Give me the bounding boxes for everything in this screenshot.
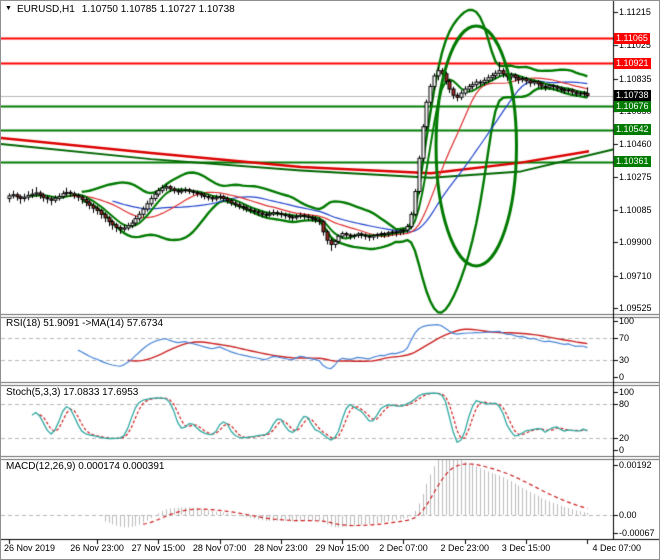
dropdown-arrow-icon: ▼ xyxy=(5,5,12,12)
time-axis-label: 4 Dec 07:00 xyxy=(592,543,641,553)
price-axis-label: 1.09525 xyxy=(619,303,652,313)
price-line-badge: 1.10921 xyxy=(614,57,651,69)
macd-panel-title: MACD(12,26,9) 0.000174 0.000391 xyxy=(6,461,165,472)
macd-scale-label: 0.00 xyxy=(619,510,637,520)
price-axis-label: 1.09710 xyxy=(619,270,652,281)
rsi-scale-label: 100 xyxy=(619,316,635,326)
symbol-period-label: EURUSD,H1 xyxy=(17,4,75,15)
chart-title: EURUSD,H1 1.10750 1.10785 1.10727 1.10738 xyxy=(17,4,235,15)
price-line-badge: 1.10361 xyxy=(614,156,651,168)
macd-scale-label: 0.00192 xyxy=(619,459,652,470)
time-axis-label: 27 Nov 15:00 xyxy=(131,543,186,553)
price-axis-label: 1.10460 xyxy=(619,139,652,150)
price-axis-label: 1.11025 xyxy=(619,40,651,51)
rsi-scale-label: 30 xyxy=(619,355,630,366)
stoch-scale-label: 20 xyxy=(619,433,630,444)
time-axis-label: 2 Dec 07:00 xyxy=(379,543,428,553)
rsi-panel-title: RSI(18) 51.9091 ->MA(14) 57.6734 xyxy=(6,318,164,329)
time-axis-label: 3 Dec 15:00 xyxy=(501,543,551,553)
price-axis-label: 1.11215 xyxy=(619,7,651,17)
price-axis-label: 1.10275 xyxy=(619,171,652,182)
time-axis-label: 26 Nov 2019 xyxy=(4,543,56,553)
price-line-badge: 1.10542 xyxy=(614,124,651,136)
stoch-scale-label: 80 xyxy=(619,398,630,409)
stoch-scale-label: 100 xyxy=(619,387,635,397)
macd-scale-label: -0.00067 xyxy=(619,527,655,538)
price-line-badge: 1.10738 xyxy=(614,90,651,102)
price-line-badge: 1.10676 xyxy=(614,100,651,112)
time-axis-label: 2 Dec 23:00 xyxy=(440,543,490,553)
rsi-scale-label: 70 xyxy=(619,332,630,343)
time-axis-label: 28 Nov 07:00 xyxy=(192,543,247,553)
stoch-panel-title: Stoch(5,3,3) 17.0833 17.6953 xyxy=(6,387,139,398)
ohlc-values-label: 1.10750 1.10785 1.10727 1.10738 xyxy=(81,4,235,15)
time-axis-label: 28 Nov 23:00 xyxy=(254,543,308,553)
price-line-badge: 1.11065 xyxy=(614,32,650,44)
stoch-scale-label: 0 xyxy=(619,445,625,455)
time-axis-label: 29 Nov 15:00 xyxy=(315,543,369,553)
price-axis-label: 1.09900 xyxy=(619,237,652,248)
rsi-scale-label: 0 xyxy=(619,372,625,382)
time-axis-label: 26 Nov 23:00 xyxy=(70,543,124,553)
price-axis-label: 1.10085 xyxy=(619,204,652,215)
price-axis-label: 1.10835 xyxy=(619,73,652,84)
